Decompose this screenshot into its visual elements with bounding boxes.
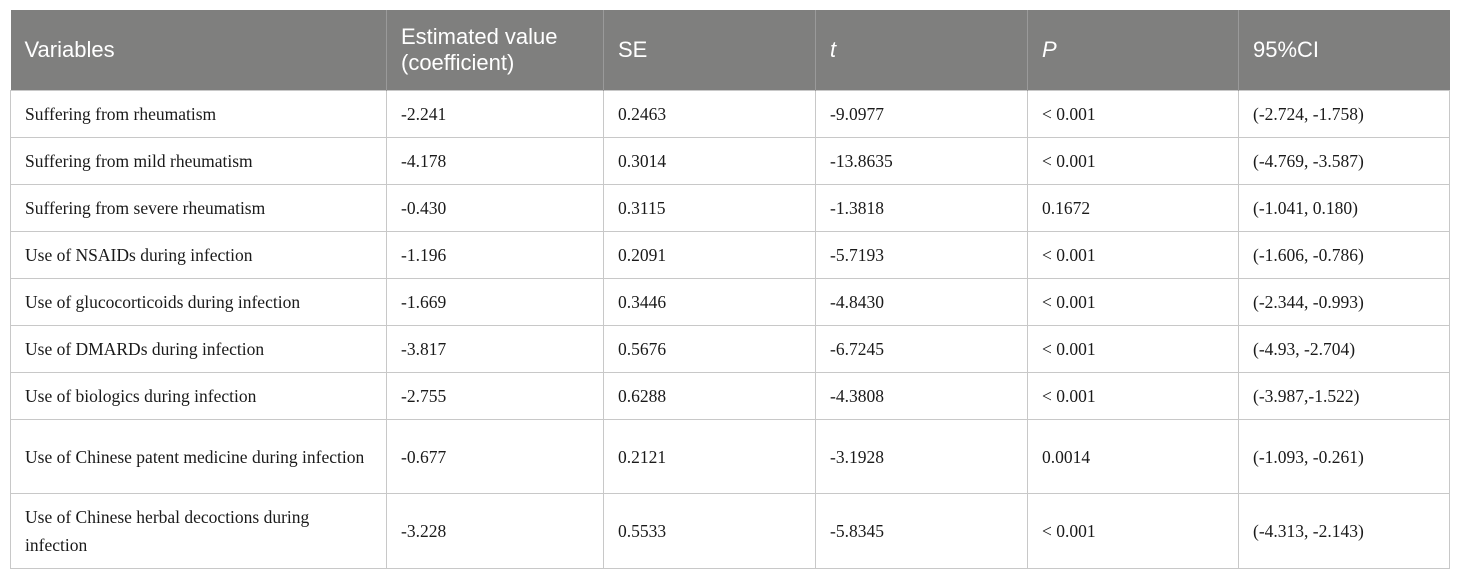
table-row: Suffering from severe rheumatism -0.430 …: [10, 184, 1450, 232]
cell-variable: Use of DMARDs during infection: [10, 325, 387, 373]
cell-ci: (-2.344, -0.993): [1238, 278, 1450, 326]
header-row: Variables Estimated value (coefficient) …: [10, 10, 1450, 91]
table-row: Use of Chinese patent medicine during in…: [10, 419, 1450, 494]
cell-se: 0.5533: [603, 493, 816, 569]
table-row: Use of Chinese herbal decoctions during …: [10, 493, 1450, 569]
cell-ci: (-1.041, 0.180): [1238, 184, 1450, 232]
cell-se: 0.2121: [603, 419, 816, 494]
table-row: Suffering from mild rheumatism -4.178 0.…: [10, 137, 1450, 185]
cell-p: 0.0014: [1027, 419, 1239, 494]
cell-t: -5.8345: [815, 493, 1028, 569]
table-row: Suffering from rheumatism -2.241 0.2463 …: [10, 90, 1450, 138]
cell-variable: Suffering from rheumatism: [10, 90, 387, 138]
cell-p: < 0.001: [1027, 90, 1239, 138]
results-table-container: Variables Estimated value (coefficient) …: [10, 10, 1450, 569]
header-p: P: [1027, 10, 1239, 91]
cell-se: 0.2091: [603, 231, 816, 279]
cell-t: -13.8635: [815, 137, 1028, 185]
cell-variable: Use of Chinese herbal decoctions during …: [10, 493, 387, 569]
header-ci: 95%CI: [1238, 10, 1450, 91]
cell-variable: Suffering from mild rheumatism: [10, 137, 387, 185]
cell-ci: (-1.606, -0.786): [1238, 231, 1450, 279]
header-t: t: [815, 10, 1028, 91]
cell-variable: Suffering from severe rheumatism: [10, 184, 387, 232]
cell-se: 0.5676: [603, 325, 816, 373]
cell-t: -4.8430: [815, 278, 1028, 326]
cell-variable: Use of biologics during infection: [10, 372, 387, 420]
cell-variable: Use of glucocorticoids during infection: [10, 278, 387, 326]
cell-se: 0.6288: [603, 372, 816, 420]
table-row: Use of biologics during infection -2.755…: [10, 372, 1450, 420]
cell-variable: Use of NSAIDs during infection: [10, 231, 387, 279]
table-row: Use of DMARDs during infection -3.817 0.…: [10, 325, 1450, 373]
cell-estimate: -4.178: [386, 137, 604, 185]
cell-estimate: -2.241: [386, 90, 604, 138]
cell-t: -3.1928: [815, 419, 1028, 494]
header-se: SE: [603, 10, 816, 91]
cell-estimate: -3.817: [386, 325, 604, 373]
cell-t: -5.7193: [815, 231, 1028, 279]
cell-estimate: -0.430: [386, 184, 604, 232]
cell-estimate: -3.228: [386, 493, 604, 569]
cell-ci: (-4.313, -2.143): [1238, 493, 1450, 569]
cell-t: -6.7245: [815, 325, 1028, 373]
cell-estimate: -1.669: [386, 278, 604, 326]
cell-ci: (-4.769, -3.587): [1238, 137, 1450, 185]
cell-ci: (-3.987,-1.522): [1238, 372, 1450, 420]
cell-t: -9.0977: [815, 90, 1028, 138]
table-header: Variables Estimated value (coefficient) …: [10, 10, 1450, 91]
cell-se: 0.2463: [603, 90, 816, 138]
regression-results-table: Variables Estimated value (coefficient) …: [10, 10, 1450, 569]
cell-p: < 0.001: [1027, 493, 1239, 569]
table-row: Use of glucocorticoids during infection …: [10, 278, 1450, 326]
cell-se: 0.3446: [603, 278, 816, 326]
table-body: Suffering from rheumatism -2.241 0.2463 …: [10, 90, 1450, 569]
cell-estimate: -1.196: [386, 231, 604, 279]
cell-estimate: -0.677: [386, 419, 604, 494]
cell-p: < 0.001: [1027, 325, 1239, 373]
cell-p: < 0.001: [1027, 137, 1239, 185]
cell-se: 0.3014: [603, 137, 816, 185]
cell-se: 0.3115: [603, 184, 816, 232]
cell-estimate: -2.755: [386, 372, 604, 420]
table-row: Use of NSAIDs during infection -1.196 0.…: [10, 231, 1450, 279]
cell-t: -1.3818: [815, 184, 1028, 232]
cell-ci: (-2.724, -1.758): [1238, 90, 1450, 138]
cell-variable: Use of Chinese patent medicine during in…: [10, 419, 387, 494]
cell-ci: (-4.93, -2.704): [1238, 325, 1450, 373]
cell-p: < 0.001: [1027, 278, 1239, 326]
header-estimated-value: Estimated value (coefficient): [386, 10, 604, 91]
cell-t: -4.3808: [815, 372, 1028, 420]
header-variables: Variables: [10, 10, 387, 91]
cell-p: < 0.001: [1027, 372, 1239, 420]
cell-ci: (-1.093, -0.261): [1238, 419, 1450, 494]
cell-p: < 0.001: [1027, 231, 1239, 279]
cell-p: 0.1672: [1027, 184, 1239, 232]
